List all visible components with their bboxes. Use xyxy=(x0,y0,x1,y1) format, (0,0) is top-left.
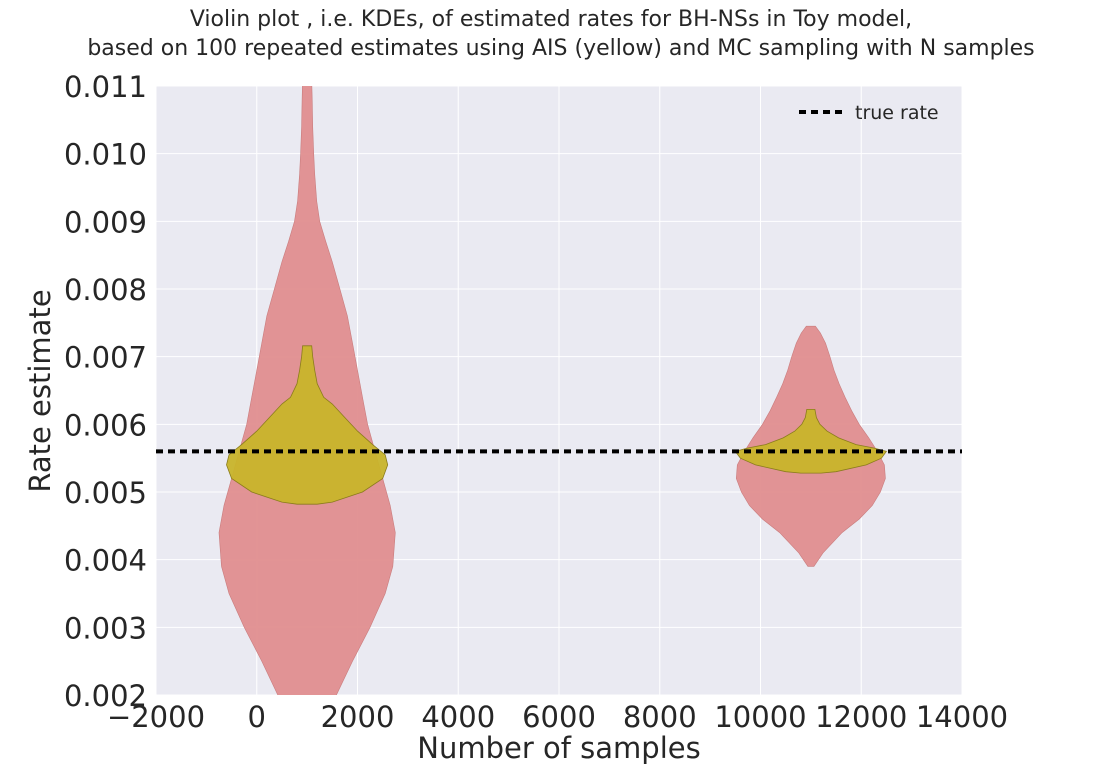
x-tick-label: 6000 xyxy=(522,700,596,734)
y-tick-label: 0.006 xyxy=(64,408,147,442)
x-axis-label: Number of samples xyxy=(417,731,700,765)
grid-lines xyxy=(155,85,963,696)
x-tick-label: 10000 xyxy=(714,700,806,734)
legend-true-rate-label: true rate xyxy=(855,102,939,124)
chart-title-line2: based on 100 repeated estimates using AI… xyxy=(87,36,1034,61)
y-tick-label: 0.007 xyxy=(64,341,147,375)
y-tick-label: 0.003 xyxy=(64,611,147,645)
y-tick-label: 0.005 xyxy=(64,476,147,510)
x-tick-label: 14000 xyxy=(916,700,1008,734)
violins xyxy=(218,86,888,695)
x-tick-label: 12000 xyxy=(815,700,907,734)
y-tick-labels: 0.002 0.003 0.004 0.005 0.006 0.007 0.008 0.009… xyxy=(64,70,147,713)
y-tick-label: 0.011 xyxy=(64,70,147,104)
y-tick-label: 0.009 xyxy=(64,205,147,239)
x-tick-label: 2000 xyxy=(321,700,395,734)
legend: true rate xyxy=(799,102,939,124)
y-tick-label: 0.004 xyxy=(64,544,147,578)
ais-violin xyxy=(226,345,389,505)
y-axis-label: Rate estimate xyxy=(23,289,57,492)
y-tick-label: 0.010 xyxy=(64,138,147,172)
x-tick-label: 0 xyxy=(248,700,266,734)
x-tick-label: 8000 xyxy=(623,700,697,734)
x-tick-label: 4000 xyxy=(421,700,495,734)
x-tick-label: −2000 xyxy=(107,700,205,734)
y-tick-label: 0.008 xyxy=(64,273,147,307)
ais-violin xyxy=(734,408,888,474)
y-tick-label: 0.002 xyxy=(64,679,147,713)
x-tick-labels: −2000 0 2000 4000 6000 8000 10000 12000 14000 xyxy=(107,700,1008,734)
chart-title-line1: Violin plot , i.e. KDEs, of estimated ra… xyxy=(190,7,912,32)
